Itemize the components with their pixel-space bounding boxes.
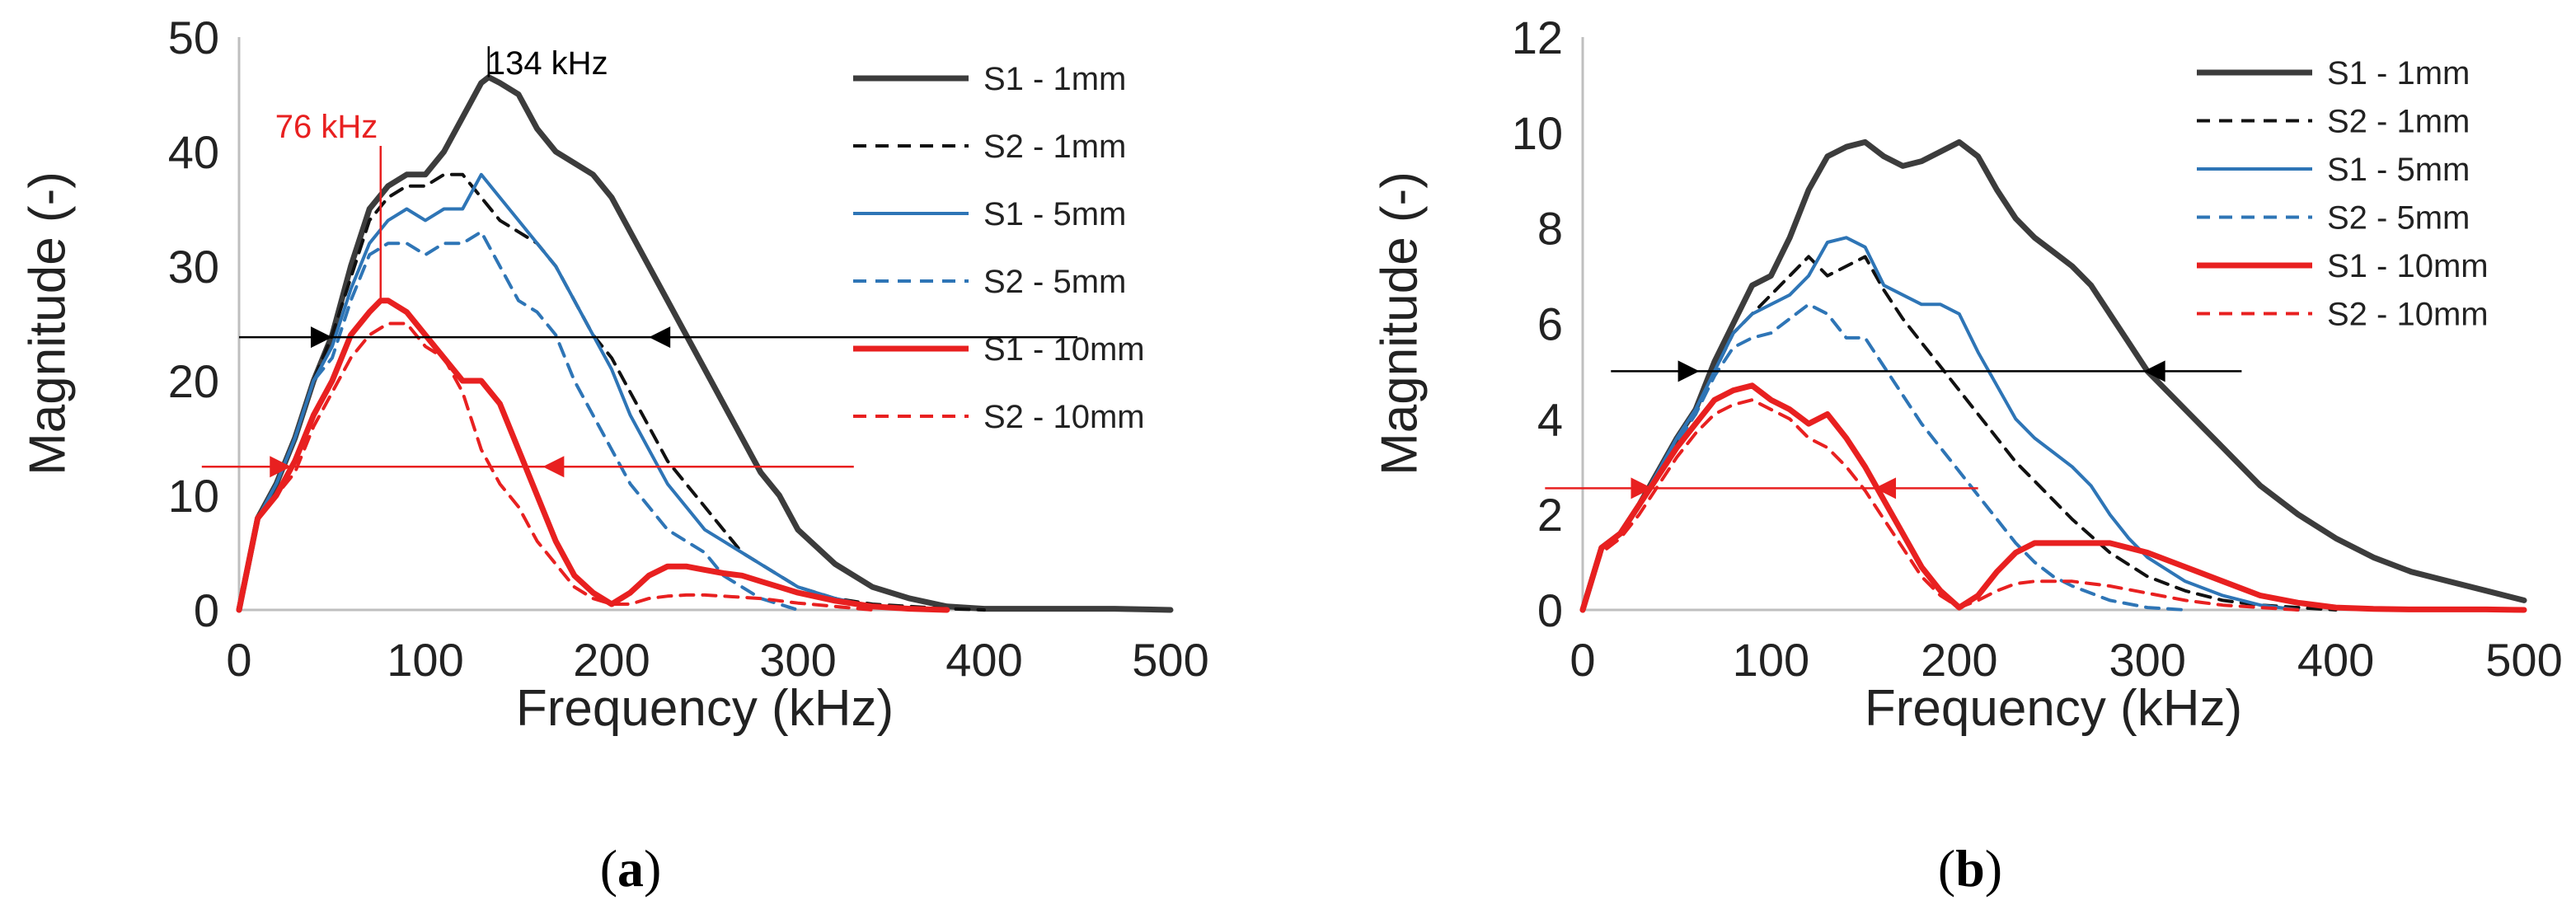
series-line-s1-10mm: [1579, 382, 2527, 613]
legend-label: S2 - 10mm: [983, 399, 1145, 435]
y-tick-label: 8: [1537, 203, 1563, 255]
x-tick-label: 500: [1132, 634, 1208, 686]
x-tick-label: 0: [1570, 634, 1595, 686]
series-line-s2-5mm: [237, 230, 800, 612]
series-line-s1-10mm: [236, 298, 950, 613]
arrow-left-pointing: [2143, 360, 2165, 382]
y-tick-label: 10: [1512, 107, 1563, 159]
arrow-left-pointing: [1875, 477, 1897, 499]
x-tick-label: 400: [945, 634, 1022, 686]
series-line-s1-5mm: [237, 172, 949, 612]
arrow-left-pointing: [649, 326, 671, 349]
legend-label: S2 - 5mm: [2327, 200, 2470, 237]
y-tick-label: 30: [168, 241, 219, 293]
series-line-s2-1mm: [237, 172, 986, 612]
x-tick-label: 200: [573, 634, 650, 686]
legend-label: S1 - 10mm: [2327, 248, 2489, 284]
legend-label: S1 - 1mm: [2327, 55, 2470, 91]
y-tick-label: 20: [168, 355, 219, 407]
caption-close-paren: ): [644, 839, 661, 898]
series-line-s1-5mm: [1581, 236, 2300, 612]
x-tick-label: 200: [1921, 634, 1997, 686]
panel-caption: (b): [1938, 839, 2002, 898]
y-tick-label: 0: [1537, 584, 1563, 636]
caption-close-paren: ): [1985, 839, 2002, 898]
x-axis-title: Frequency (kHz): [516, 680, 894, 737]
series-line-s2-10mm: [1581, 398, 2300, 612]
y-tick-label: 4: [1537, 393, 1563, 445]
legend-label: S1 - 10mm: [983, 331, 1145, 368]
y-tick-label: 40: [168, 126, 219, 178]
caption-open-paren: (: [600, 839, 617, 898]
x-tick-label: 300: [759, 634, 836, 686]
x-tick-label: 400: [2297, 634, 2374, 686]
x-axis-title: Frequency (kHz): [1865, 680, 2242, 737]
arrow-right-pointing: [1631, 477, 1653, 499]
legend-label: S2 - 5mm: [983, 264, 1126, 300]
legend-label: S1 - 5mm: [2327, 152, 2470, 188]
peak-annotation-label: 76 kHz: [275, 109, 378, 145]
legend-label: S1 - 1mm: [983, 61, 1126, 97]
y-tick-label: 50: [168, 12, 219, 63]
y-tick-label: 10: [168, 470, 219, 522]
panel-caption: (a): [600, 839, 662, 898]
arrow-right-pointing: [1677, 360, 1700, 382]
chart-panel-b: 0 2 4 6 8 10 12 0 100 200 300 400 500 Magnitude (-) Fr…: [1371, 12, 2562, 898]
arrow-right-pointing: [270, 456, 292, 478]
arrow-right-pointing: [311, 326, 332, 349]
series-line-s1-1mm: [236, 74, 1174, 613]
legend-label: S2 - 10mm: [2327, 297, 2489, 333]
peak-annotation-label: 134 kHz: [487, 45, 608, 82]
y-tick-label: 2: [1537, 489, 1563, 541]
arrow-left-pointing: [542, 456, 565, 478]
caption-open-paren: (: [1938, 839, 1955, 898]
x-tick-label: 100: [387, 634, 463, 686]
x-tick-label: 500: [2485, 634, 2562, 686]
legend-label: S1 - 5mm: [983, 196, 1126, 232]
y-tick-label: 0: [194, 584, 219, 636]
x-tick-label: 0: [226, 634, 251, 686]
y-tick-label: 12: [1512, 12, 1563, 63]
legend-label: S2 - 1mm: [983, 129, 1126, 165]
y-tick-label: 6: [1537, 298, 1563, 350]
series-line-s2-10mm: [237, 321, 875, 612]
y-axis-title: Magnitude (-): [19, 171, 76, 476]
x-tick-label: 100: [1733, 634, 1809, 686]
series-line-s1-1mm: [1579, 138, 2527, 613]
y-axis-title: Magnitude (-): [1371, 171, 1428, 476]
x-tick-label: 300: [2109, 634, 2185, 686]
legend-label: S2 - 1mm: [2327, 104, 2470, 140]
caption-letter: a: [617, 839, 644, 898]
caption-letter: b: [1955, 839, 1985, 898]
